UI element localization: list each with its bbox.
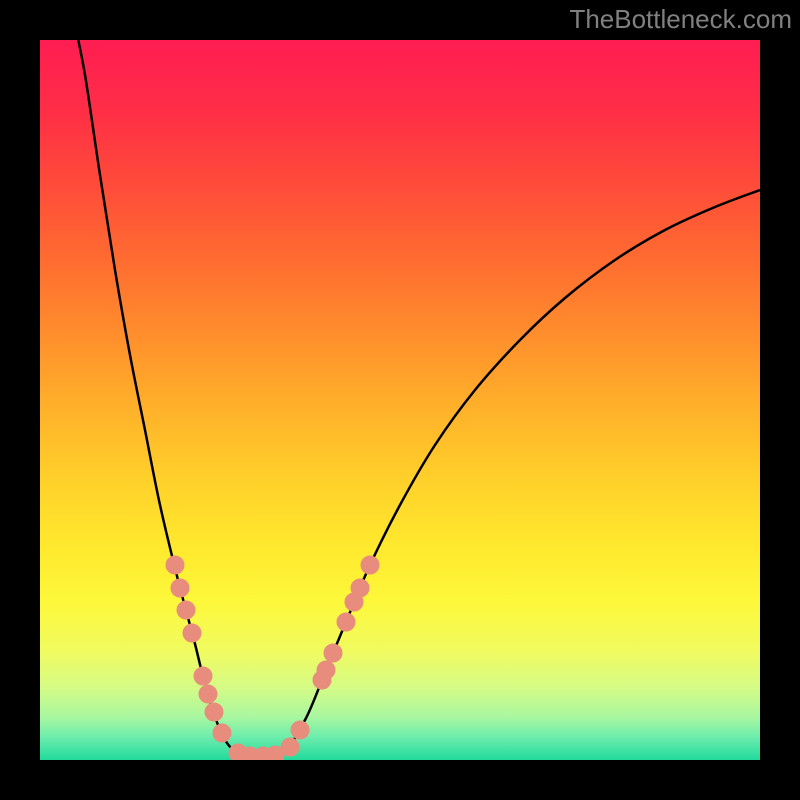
data-marker	[281, 738, 299, 756]
data-marker	[183, 624, 201, 642]
data-marker	[351, 579, 369, 597]
data-marker	[213, 724, 231, 742]
data-marker	[166, 556, 184, 574]
data-marker	[337, 613, 355, 631]
plot-background	[40, 40, 760, 760]
data-marker	[205, 703, 223, 721]
data-marker	[177, 601, 195, 619]
data-marker	[361, 556, 379, 574]
data-marker	[199, 685, 217, 703]
chart-svg	[0, 0, 800, 800]
data-marker	[171, 579, 189, 597]
data-marker	[324, 644, 342, 662]
data-marker	[194, 667, 212, 685]
watermark-text: TheBottleneck.com	[569, 4, 792, 35]
data-marker	[291, 721, 309, 739]
chart-container: { "watermark": { "text": "TheBottleneck.…	[0, 0, 800, 800]
data-marker	[317, 661, 335, 679]
